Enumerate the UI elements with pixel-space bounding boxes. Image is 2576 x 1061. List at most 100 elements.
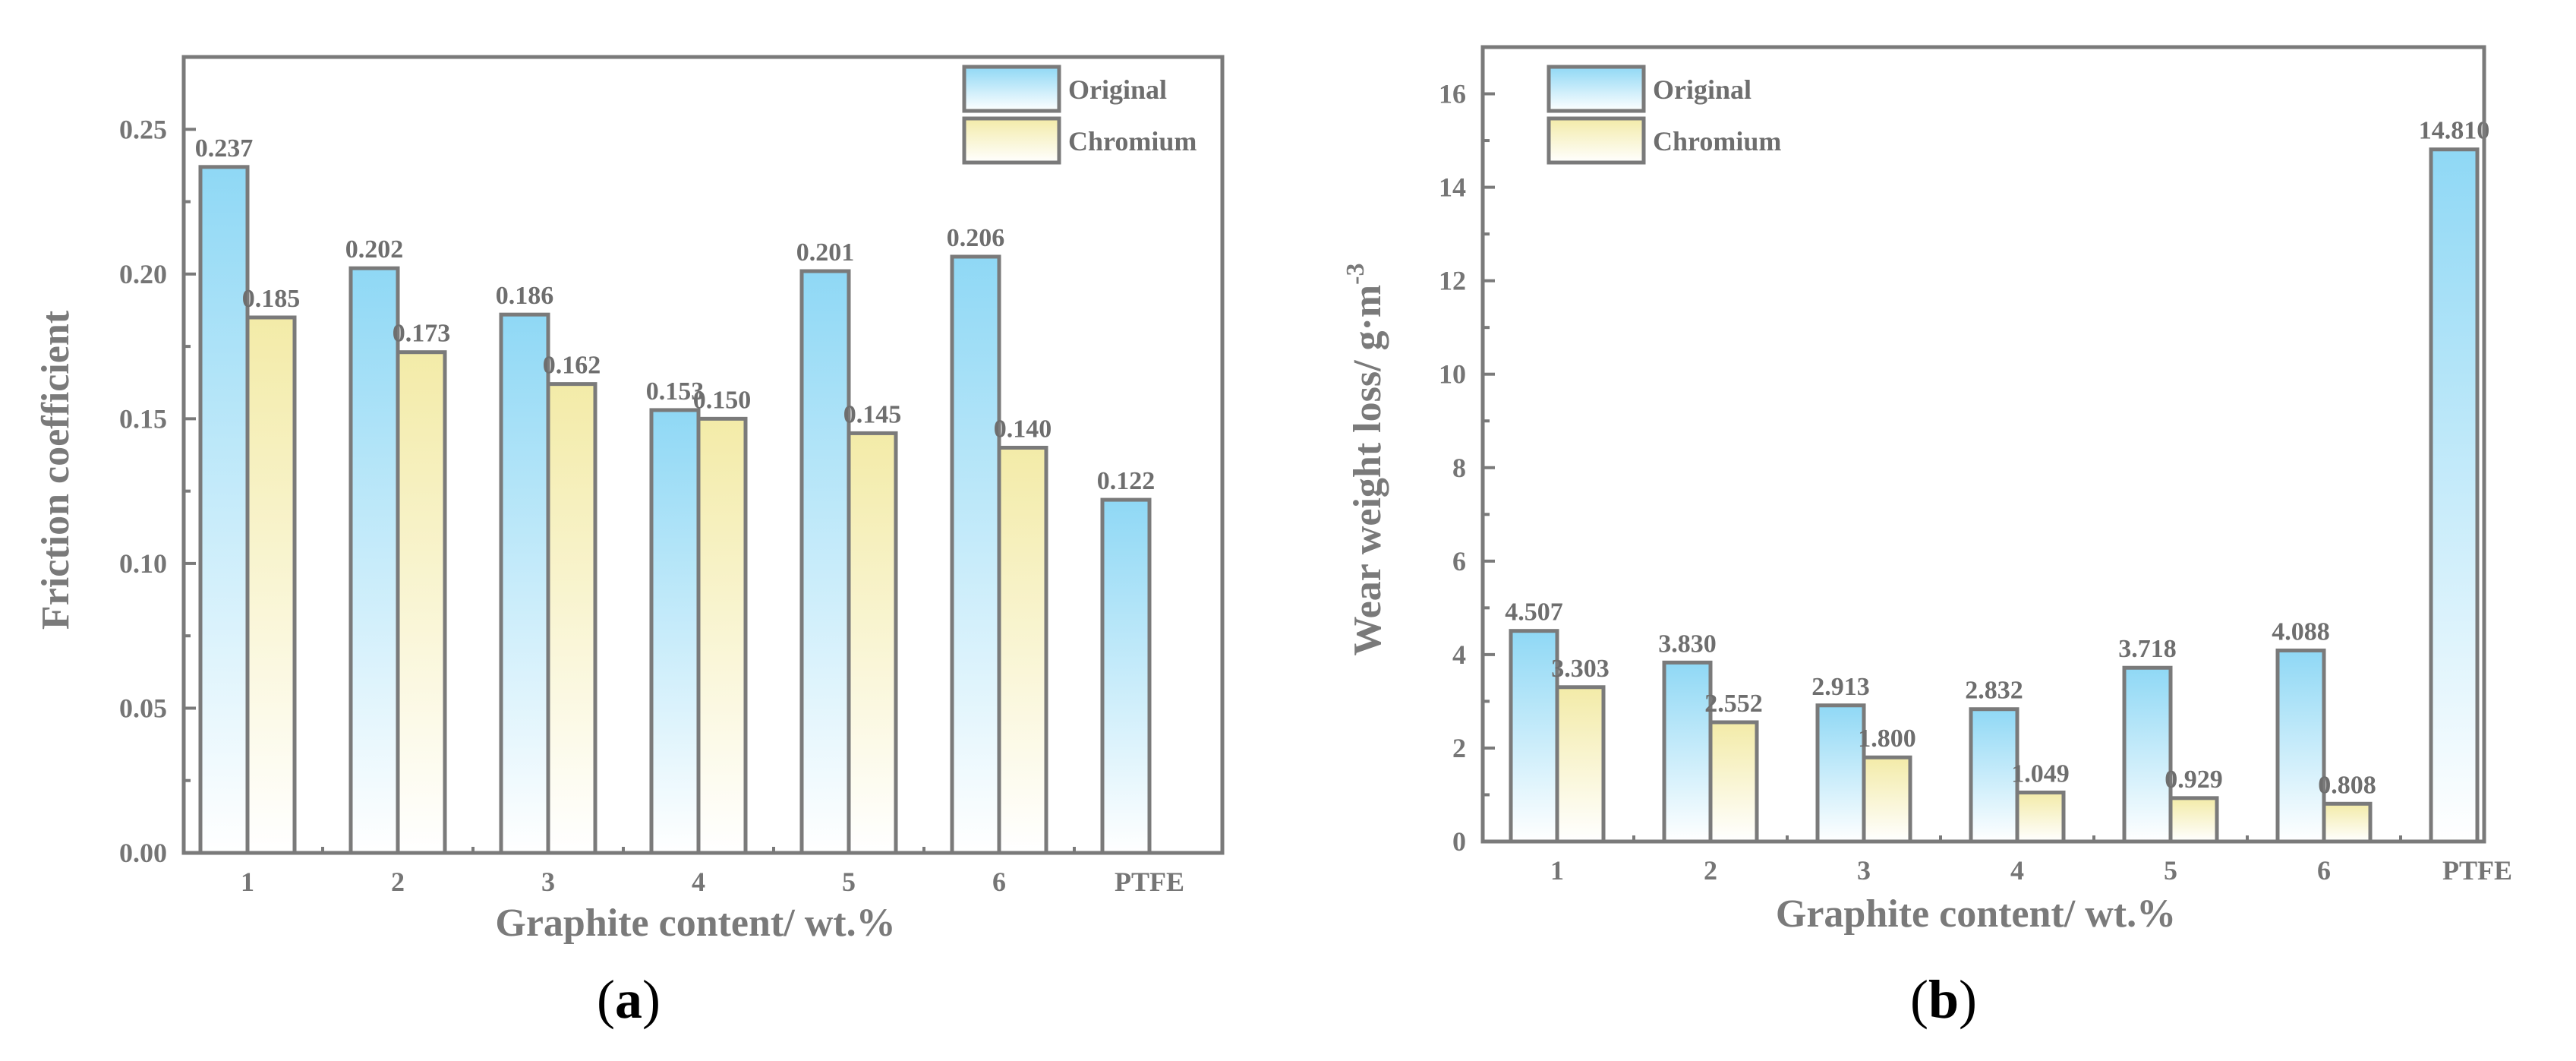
- legend-a: Original Chromium: [962, 65, 1197, 165]
- bar-original: [1662, 660, 1713, 844]
- data-label-chromium: 0.140: [994, 415, 1052, 443]
- legend-b: Original Chromium: [1547, 65, 1781, 165]
- y-tick-label: 0.20: [119, 259, 167, 289]
- legend-swatch-original: [962, 65, 1061, 113]
- legend-swatch-chromium: [1547, 116, 1646, 165]
- x-axis-title-b: Graphite content/ wt.%: [1776, 892, 2176, 936]
- data-label-chromium: 0.150: [693, 386, 752, 414]
- y-tick-label: 4: [1452, 639, 1466, 670]
- data-labels-group-b: 4.507 3.303 3.830 2.552 2.913 1.800 2.832 1.049…: [1505, 117, 2489, 800]
- data-label-chromium: 1.800: [1858, 725, 1916, 753]
- bar-original: [799, 269, 851, 855]
- y-tick-label: 0.15: [119, 403, 167, 434]
- x-tick-label: PTFE: [2442, 855, 2512, 886]
- x-tick-label: 2: [391, 867, 405, 897]
- x-tick-label: 5: [842, 867, 856, 897]
- data-label-original: 0.153: [646, 377, 705, 406]
- bar-original: [1509, 629, 1559, 844]
- y-tick-label: 8: [1452, 453, 1466, 483]
- legend-label-original: Original: [1653, 74, 1751, 105]
- data-label-original: 3.718: [2118, 635, 2177, 663]
- bar-chromium: [1708, 720, 1759, 844]
- data-label-original: 2.832: [1965, 677, 2023, 705]
- bar-chromium: [2322, 801, 2373, 844]
- y-tick-label: 14: [1439, 172, 1466, 203]
- x-tick-label: 1: [241, 867, 254, 897]
- y-tick-label: 16: [1439, 79, 1466, 109]
- bar-chromium: [997, 445, 1048, 855]
- panel-letter-b: b: [1928, 969, 1959, 1030]
- bars-group-b: [1509, 147, 2480, 844]
- y-axis-title-main-b: Wear weight loss/ g·m: [1346, 285, 1389, 656]
- y-tick-label: 0.10: [119, 548, 167, 579]
- y-tick-label: 6: [1452, 546, 1466, 576]
- bar-chromium: [696, 416, 748, 855]
- bar-original: [348, 266, 400, 855]
- bar-chromium: [1555, 685, 1606, 844]
- bar-chromium: [2015, 790, 2066, 844]
- bar-chromium: [2168, 796, 2219, 844]
- y-axis-title-main-a: Friction coefficient: [34, 310, 77, 630]
- bar-chromium: [546, 382, 597, 855]
- plot-frame-b: [1480, 45, 2486, 844]
- data-label-original: 4.507: [1505, 598, 1563, 627]
- x-tick-label: 6: [2317, 855, 2331, 886]
- data-label-chromium: 0.929: [2165, 766, 2223, 794]
- x-tick-label: 6: [992, 867, 1006, 897]
- legend-swatch-original: [1547, 65, 1646, 113]
- data-label-chromium: 3.303: [1551, 655, 1610, 683]
- legend-label-original: Original: [1068, 74, 1167, 105]
- legend-swatch-chromium: [962, 116, 1061, 165]
- data-label-chromium: 2.552: [1704, 690, 1763, 718]
- data-label-chromium: 0.145: [843, 400, 902, 428]
- data-label-original: 0.206: [947, 224, 1005, 252]
- plot-frame-a: [181, 55, 1225, 855]
- bar-original: [1100, 497, 1152, 855]
- panel-letter-a: a: [615, 969, 642, 1030]
- bar-chromium: [396, 350, 447, 855]
- bar-original: [2122, 665, 2173, 844]
- bar-original: [2429, 147, 2480, 844]
- y-axis-title-sup-b: -3: [1342, 263, 1370, 284]
- data-label-chromium: 0.162: [543, 352, 601, 380]
- data-label-original: 3.830: [1658, 630, 1717, 658]
- legend-label-chromium: Chromium: [1068, 126, 1197, 156]
- data-label-chromium: 1.049: [2011, 759, 2070, 788]
- x-axis-title-a: Graphite content/ wt.%: [495, 902, 895, 945]
- bar-original: [1815, 703, 1866, 844]
- y-tick-label: 0.25: [119, 114, 167, 144]
- bar-original: [198, 165, 250, 855]
- y-tick-label: 0: [1452, 826, 1466, 857]
- data-label-chromium: 0.173: [393, 320, 451, 348]
- data-labels-group-a: 0.237 0.185 0.202 0.173 0.186 0.162 0.1530.150…: [195, 134, 1156, 495]
- ticks-group-a: 0.00 0.05 0.10 0.15 0.20 0.25 1 2 3 4 5 6 PTFE: [119, 55, 1184, 897]
- bar-original: [1969, 707, 2019, 844]
- panel-label-b: (b): [1910, 969, 1977, 1030]
- data-label-original: 0.237: [195, 134, 254, 163]
- data-label-original: 2.913: [1811, 673, 1870, 701]
- y-tick-label: 10: [1439, 359, 1466, 390]
- x-tick-label: 4: [2010, 855, 2024, 886]
- bar-chromium: [1862, 755, 1912, 844]
- y-axis-title-a: Friction coefficient: [34, 310, 77, 630]
- x-tick-label: 3: [541, 867, 555, 897]
- x-tick-label: PTFE: [1115, 867, 1184, 897]
- panel-label-a: (a): [597, 969, 661, 1030]
- y-tick-label: 2: [1452, 733, 1466, 763]
- x-tick-label: 1: [1550, 855, 1564, 886]
- data-label-chromium: 0.185: [242, 285, 301, 313]
- bar-original: [2275, 648, 2326, 844]
- x-tick-label: 2: [1704, 855, 1717, 886]
- bars-group-a: [198, 165, 1152, 855]
- legend-label-chromium: Chromium: [1653, 126, 1781, 156]
- data-label-original: 0.202: [345, 235, 404, 264]
- chart-panel-a: 0.00 0.05 0.10 0.15 0.20 0.25 1 2 3 4 5 6 PTFE 0.237…: [34, 55, 1225, 1030]
- data-label-chromium: 0.808: [2318, 771, 2376, 799]
- data-label-original: 4.088: [2272, 617, 2330, 646]
- y-tick-label: 12: [1439, 266, 1466, 296]
- data-label-original: 0.201: [796, 238, 855, 267]
- x-tick-label: 5: [2164, 855, 2177, 886]
